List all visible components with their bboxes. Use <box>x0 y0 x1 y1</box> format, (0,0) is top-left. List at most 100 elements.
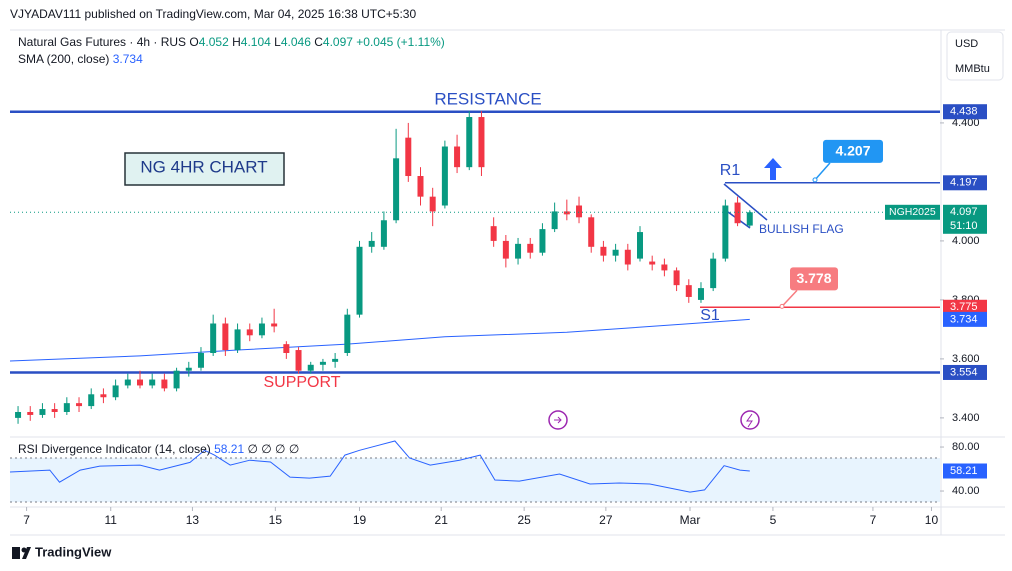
rsi-badge: 58.21 <box>950 465 978 477</box>
x-tick-label: 5 <box>770 513 777 527</box>
callout-point <box>812 177 818 183</box>
candle-body <box>161 379 168 389</box>
logo <box>22 547 31 559</box>
published-line: VJYADAV111 published on TradingView.com,… <box>10 7 417 21</box>
candle-body <box>551 211 558 230</box>
rsi-band <box>10 458 940 503</box>
candle-body <box>454 146 461 168</box>
candle-body <box>746 212 753 226</box>
candle-body <box>417 176 424 197</box>
candle-body <box>100 394 107 398</box>
candle-body <box>697 288 704 300</box>
x-tick-label: 27 <box>599 513 613 527</box>
c-label: C <box>314 35 323 49</box>
callout-label: 3.778 <box>796 270 831 286</box>
rsi-tick-label: 80.00 <box>952 441 980 453</box>
candle-body <box>258 323 265 336</box>
candle-body <box>527 243 534 253</box>
candle-body <box>271 323 278 327</box>
candle-body <box>137 379 143 386</box>
contract-badge-bg <box>885 204 940 220</box>
candle-body <box>539 229 546 253</box>
unit-box[interactable] <box>946 31 1004 81</box>
callout-pointer <box>814 162 831 181</box>
candle-body <box>39 409 46 415</box>
x-tick-label: 13 <box>186 513 200 527</box>
up-arrow <box>764 158 782 180</box>
change: +0.045 (+1.11%) <box>356 35 445 49</box>
y-tick-label: 4.000 <box>952 235 980 247</box>
pattern-label: BULLISH FLAG <box>759 222 844 236</box>
candle-body <box>222 323 229 351</box>
candle-body <box>307 364 314 371</box>
candle-body <box>344 314 351 353</box>
candle-body <box>685 285 692 297</box>
candle-body <box>380 220 387 247</box>
rsi-badge-bg <box>943 463 987 479</box>
sma-value: 3.734 <box>112 52 143 66</box>
candle-body <box>112 385 119 398</box>
resistance-label: RESISTANCE <box>434 89 541 108</box>
callout-label: 4.207 <box>835 143 870 159</box>
event-icon[interactable] <box>740 410 760 430</box>
sma-badge: 3.734 <box>950 313 978 325</box>
x-tick-label: 21 <box>435 513 449 527</box>
candle-body <box>624 249 631 265</box>
x-tick-label: 7 <box>870 513 877 527</box>
candle-body <box>515 243 522 259</box>
candle-body <box>637 232 643 259</box>
s1-label: S1 <box>700 307 720 324</box>
candle-body <box>15 411 22 418</box>
candle-body <box>51 409 58 412</box>
candle-body <box>734 202 741 224</box>
candle-body <box>466 117 473 168</box>
high: 4.104 <box>240 35 271 49</box>
rsi-line <box>9 440 750 493</box>
x-tick-label: 10 <box>925 513 939 527</box>
candle-body <box>210 323 217 353</box>
candle-body <box>502 240 509 259</box>
x-tick-label: Mar <box>680 513 701 527</box>
candle-body <box>124 379 131 386</box>
event-icon-glyph <box>554 416 562 424</box>
candle-body <box>722 205 729 259</box>
currency[interactable]: USD <box>955 38 978 50</box>
candle-body <box>563 211 570 215</box>
callout-box <box>790 267 838 291</box>
unit[interactable]: MMBtu <box>955 63 990 75</box>
sma-name: SMA (200, close) <box>18 52 110 66</box>
y-tick-label: 3.600 <box>952 353 980 365</box>
candle-body <box>441 146 448 206</box>
candle-body <box>246 329 253 336</box>
candle-body <box>661 264 668 271</box>
legend: Natural Gas Futures · 4h · RUS O4.052 H4… <box>18 35 445 49</box>
level-badge: 3.554 <box>950 366 978 378</box>
y-tick-label: 4.400 <box>952 117 980 129</box>
x-tick-label: 19 <box>353 513 367 527</box>
candle-body <box>149 379 156 386</box>
candle-body <box>88 394 95 407</box>
candle-body <box>356 246 363 315</box>
rsi-tick-label: 40.00 <box>952 485 980 497</box>
o-label: O <box>189 35 199 49</box>
candle-body <box>490 226 497 241</box>
candle-body <box>478 117 485 168</box>
level-badge: 3.775 <box>950 301 978 313</box>
candle-body <box>63 403 70 412</box>
candle-body <box>600 246 607 256</box>
candle-body <box>295 350 302 371</box>
candle-body <box>27 411 34 415</box>
event-icon[interactable] <box>548 410 568 430</box>
candle-body <box>673 270 680 286</box>
title-box-text: NG 4HR CHART <box>140 157 267 176</box>
candle-body <box>197 352 204 368</box>
level-badge-bg <box>943 364 987 380</box>
l-label: L <box>274 35 281 49</box>
candle-body <box>368 240 375 247</box>
level-badge-bg <box>943 299 987 315</box>
y-tick-label: 3.400 <box>952 412 980 424</box>
candle-body <box>76 403 83 407</box>
x-tick-label: 7 <box>23 513 30 527</box>
